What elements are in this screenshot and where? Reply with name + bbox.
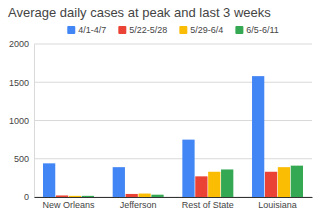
legend-item: 4/1-4/7 bbox=[67, 25, 106, 35]
bar bbox=[126, 194, 138, 197]
bar bbox=[82, 196, 94, 197]
x-tick: Rest of State bbox=[182, 197, 234, 210]
bar bbox=[56, 195, 68, 197]
x-tick-label: Jefferson bbox=[120, 200, 157, 210]
legend-swatch bbox=[67, 26, 75, 34]
bar bbox=[278, 167, 290, 197]
grid-line bbox=[34, 82, 312, 83]
grid-line bbox=[34, 158, 312, 159]
x-axis-line bbox=[35, 197, 313, 198]
legend-label: 5/29-6/4 bbox=[190, 25, 223, 35]
grid-line bbox=[34, 44, 312, 45]
bar-series bbox=[43, 76, 264, 197]
x-tick: Jefferson bbox=[120, 197, 157, 210]
plot: 0 500 1000 1500 2000 New Orleans Jefferson Rest… bbox=[9, 39, 313, 210]
y-tick-label: 1000 bbox=[9, 116, 29, 126]
x-tick-label: Louisiana bbox=[258, 200, 297, 210]
y-tick-label: 0 bbox=[24, 192, 29, 202]
bar bbox=[43, 163, 55, 197]
y-axis: 0 500 1000 1500 2000 bbox=[9, 39, 35, 202]
legend-swatch bbox=[179, 26, 187, 34]
legend-swatch bbox=[235, 26, 243, 34]
y-tick: 1500 bbox=[9, 78, 34, 88]
bar bbox=[291, 166, 303, 197]
bar bbox=[195, 176, 207, 197]
bar bbox=[113, 167, 125, 197]
y-tick: 0 bbox=[24, 192, 34, 202]
bar bbox=[69, 196, 81, 197]
y-axis-line bbox=[34, 45, 35, 198]
legend-item: 5/29-6/4 bbox=[179, 25, 223, 35]
bar bbox=[151, 195, 163, 197]
bar-series bbox=[82, 166, 303, 197]
bar bbox=[265, 172, 277, 197]
y-tick: 2000 bbox=[9, 39, 34, 49]
y-tick: 500 bbox=[14, 154, 34, 164]
legend-item: 5/22-5/28 bbox=[118, 25, 167, 35]
legend-label: 4/1-4/7 bbox=[78, 25, 106, 35]
bars bbox=[43, 76, 303, 197]
x-tick-label: Rest of State bbox=[182, 200, 234, 210]
y-tick: 1000 bbox=[9, 116, 34, 126]
x-axis: New Orleans Jefferson Rest of State Louisia… bbox=[35, 197, 313, 210]
x-tick: New Orleans bbox=[42, 197, 95, 210]
y-tick-label: 1500 bbox=[9, 78, 29, 88]
x-tick-label: New Orleans bbox=[42, 200, 95, 210]
grid bbox=[34, 44, 312, 197]
y-tick-label: 2000 bbox=[9, 39, 29, 49]
legend-item: 6/5-6/11 bbox=[235, 25, 278, 35]
bar bbox=[252, 76, 264, 197]
legend: 4/1-4/7 5/22-5/28 5/29-6/4 6/5-6/11 bbox=[67, 25, 278, 35]
bar bbox=[182, 140, 194, 197]
bar bbox=[138, 194, 150, 197]
bar-series bbox=[56, 172, 277, 197]
bar-series bbox=[69, 167, 290, 197]
bar bbox=[221, 169, 233, 197]
grid-line bbox=[34, 120, 312, 121]
y-tick-label: 500 bbox=[14, 154, 29, 164]
bar bbox=[208, 172, 220, 197]
legend-label: 6/5-6/11 bbox=[246, 25, 278, 35]
title: Average daily cases at peak and last 3 w… bbox=[8, 5, 271, 20]
chart: Average daily cases at peak and last 3 w… bbox=[0, 0, 320, 214]
legend-swatch bbox=[118, 26, 126, 34]
x-tick: Louisiana bbox=[258, 197, 297, 210]
legend-label: 5/22-5/28 bbox=[129, 25, 167, 35]
